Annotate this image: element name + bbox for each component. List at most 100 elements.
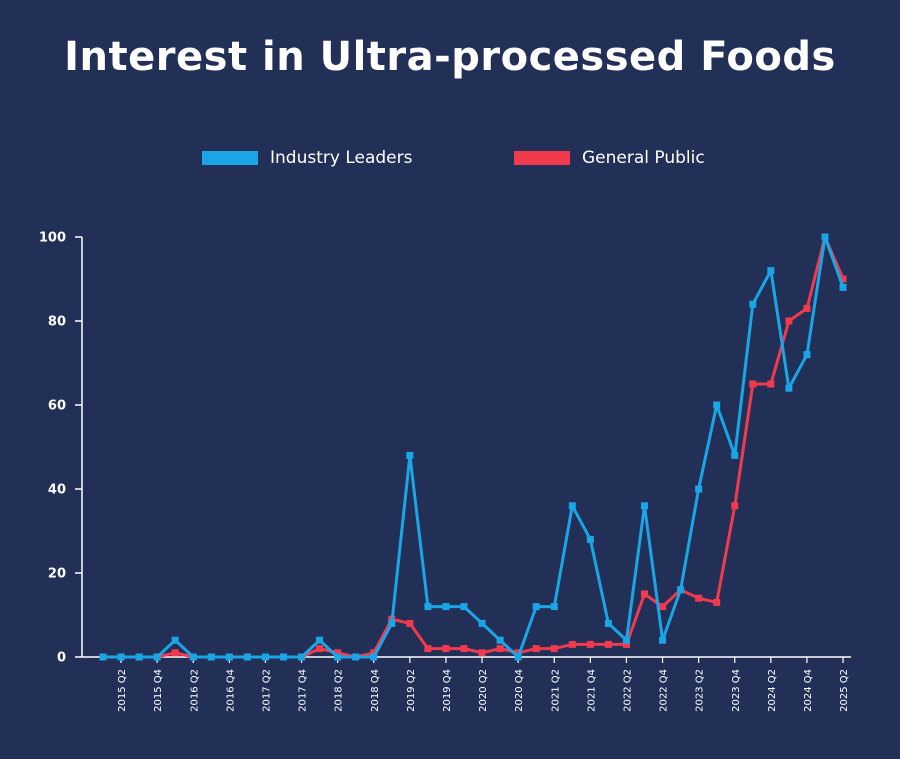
- legend-swatch-general-public: [514, 151, 570, 165]
- data-point-industry-leaders: [749, 300, 757, 308]
- data-point-general-public: [713, 598, 721, 606]
- data-point-general-public: [334, 649, 342, 657]
- x-tick-label: 2020 Q4: [514, 669, 525, 712]
- y-tick-label: 40: [48, 483, 66, 498]
- data-point-industry-leaders: [442, 603, 450, 611]
- x-tick-label: 2022 Q4: [659, 669, 670, 712]
- data-point-general-public: [460, 645, 468, 653]
- legend-swatch-industry-leaders: [202, 151, 258, 165]
- data-point-industry-leaders: [767, 267, 775, 275]
- data-point-industry-leaders: [225, 653, 233, 661]
- data-point-industry-leaders: [821, 233, 829, 241]
- y-tick-label: 80: [48, 315, 66, 330]
- x-tick-label: 2025 Q2: [839, 669, 850, 712]
- y-tick-label: 60: [48, 399, 66, 414]
- data-point-general-public: [370, 649, 378, 657]
- x-tick-label: 2016 Q4: [225, 669, 236, 712]
- data-point-general-public: [622, 640, 630, 648]
- data-point-industry-leaders: [135, 653, 143, 661]
- data-point-general-public: [641, 590, 648, 598]
- data-point-industry-leaders: [460, 603, 468, 611]
- data-point-industry-leaders: [514, 653, 522, 661]
- x-tick-label: 2019 Q4: [442, 669, 453, 712]
- data-point-industry-leaders: [370, 653, 378, 661]
- legend-item-industry-leaders: Industry Leaders: [202, 147, 412, 169]
- x-tick-label: 2015 Q4: [153, 669, 164, 712]
- data-point-industry-leaders: [496, 636, 504, 644]
- series-line-industry-leaders: [101, 235, 845, 659]
- data-point-general-public: [496, 645, 504, 653]
- data-point-industry-leaders: [334, 653, 342, 661]
- data-point-general-public: [532, 645, 540, 653]
- data-point-industry-leaders: [785, 384, 793, 392]
- data-point-industry-leaders: [352, 653, 360, 661]
- data-point-industry-leaders: [713, 401, 721, 409]
- data-point-industry-leaders: [406, 451, 414, 459]
- data-point-general-public: [424, 645, 432, 653]
- data-point-general-public: [839, 275, 847, 283]
- data-point-industry-leaders: [478, 619, 486, 627]
- x-tick-label: 2021 Q2: [550, 669, 561, 712]
- data-point-industry-leaders: [677, 586, 685, 594]
- x-tick-label: 2018 Q4: [370, 669, 381, 712]
- data-point-industry-leaders: [839, 283, 847, 291]
- data-point-industry-leaders: [171, 636, 179, 644]
- data-point-industry-leaders: [99, 653, 107, 661]
- data-point-general-public: [803, 304, 811, 312]
- data-point-industry-leaders: [424, 603, 432, 611]
- data-point-industry-leaders: [298, 653, 306, 661]
- x-tick-label: 2024 Q2: [767, 669, 778, 712]
- x-tick-label: 2017 Q2: [261, 669, 272, 712]
- data-point-general-public: [695, 594, 703, 602]
- data-point-industry-leaders: [550, 603, 558, 611]
- data-point-general-public: [406, 619, 414, 627]
- data-point-industry-leaders: [695, 485, 703, 493]
- data-point-industry-leaders: [243, 653, 251, 661]
- legend-label-general-public: General Public: [582, 148, 705, 168]
- x-tick-label: 2019 Q2: [406, 669, 417, 712]
- data-point-general-public: [442, 645, 450, 653]
- data-point-industry-leaders: [659, 636, 667, 644]
- data-point-industry-leaders: [388, 619, 396, 627]
- data-point-industry-leaders: [207, 653, 215, 661]
- x-tick-label: 2018 Q2: [334, 669, 345, 712]
- data-point-industry-leaders: [117, 653, 125, 661]
- x-tick-label: 2016 Q2: [189, 669, 200, 712]
- data-point-general-public: [316, 645, 324, 653]
- data-point-industry-leaders: [280, 653, 287, 661]
- data-point-general-public: [604, 640, 612, 648]
- data-point-industry-leaders: [189, 653, 197, 661]
- data-point-industry-leaders: [532, 603, 540, 611]
- legend-item-general-public: General Public: [514, 147, 705, 169]
- data-point-general-public: [785, 317, 793, 325]
- data-point-industry-leaders: [261, 653, 269, 661]
- data-point-general-public: [767, 380, 775, 388]
- data-point-general-public: [749, 380, 757, 388]
- y-tick-label: 0: [57, 651, 66, 666]
- y-tick-label: 100: [39, 231, 66, 246]
- data-point-industry-leaders: [641, 502, 648, 510]
- x-tick-label: 2024 Q4: [803, 669, 814, 712]
- data-point-industry-leaders: [586, 535, 594, 543]
- chart-title: Interest in Ultra-processed Foods: [64, 34, 836, 80]
- x-tick-label: 2023 Q2: [695, 669, 706, 712]
- data-point-industry-leaders: [731, 451, 739, 459]
- x-tick-label: 2023 Q4: [731, 669, 742, 712]
- data-point-general-public: [731, 502, 739, 510]
- data-point-general-public: [586, 640, 594, 648]
- x-tick-label: 2022 Q2: [622, 669, 633, 712]
- data-point-general-public: [568, 640, 576, 648]
- data-point-industry-leaders: [153, 653, 161, 661]
- data-point-industry-leaders: [604, 619, 612, 627]
- data-point-industry-leaders: [316, 636, 324, 644]
- data-point-general-public: [659, 603, 667, 611]
- data-point-general-public: [478, 649, 486, 657]
- x-tick-label: 2021 Q4: [586, 669, 597, 712]
- data-point-general-public: [550, 645, 558, 653]
- legend-label-industry-leaders: Industry Leaders: [270, 148, 413, 168]
- x-tick-label: 2015 Q2: [117, 669, 128, 712]
- data-point-industry-leaders: [568, 502, 576, 510]
- x-tick-label: 2020 Q2: [478, 669, 489, 712]
